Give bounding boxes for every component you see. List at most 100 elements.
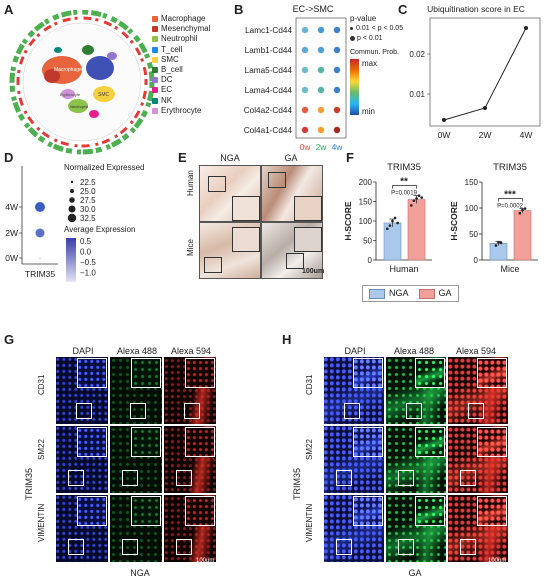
row-label: 0W (5, 253, 18, 263)
legend-item: EC (152, 85, 232, 95)
x-tick-label: 2W (479, 130, 492, 140)
legend-item: Mesenchymal (152, 24, 232, 34)
if-image-sm22-dapi (324, 426, 384, 493)
ubiquitination-line-chart: Ubiquitination score in EC 0.01 0.02 0W 2W 4… (409, 4, 541, 140)
row-label-vimentin: VIMENTIN (305, 503, 314, 542)
data-point (497, 241, 500, 244)
dotplot-dot (301, 86, 309, 94)
pvalue-legend-large: p < 0.01 (350, 35, 383, 42)
channel-alexa488: Alexa 488 (393, 346, 435, 356)
data-point (483, 106, 487, 110)
dotplot-dot (317, 106, 325, 114)
row-label-human: Human (186, 170, 195, 196)
data-point (386, 227, 389, 231)
x-tick-label: 0W (438, 130, 451, 140)
zoom-inset (477, 427, 507, 457)
bar-ga (407, 199, 426, 261)
y-tick-label: 150 (359, 198, 373, 207)
row-label-mice: Mice (186, 239, 195, 256)
colorbar-max: max (362, 59, 378, 68)
ihc-mice-ga (261, 222, 323, 279)
cluster-tcell (86, 56, 114, 80)
row-label: 4W (5, 202, 18, 212)
if-image-cd31-dapi (324, 357, 384, 424)
zoom-inset (131, 427, 161, 457)
zoom-inset (77, 496, 107, 526)
circos-inner-ring (16, 16, 148, 148)
if-image-vimentin-alexa594 (164, 495, 216, 562)
y-tick-label: 50 (363, 237, 372, 246)
scalebar-label: 100um (488, 558, 507, 564)
if-image-cd31-alexa594 (448, 357, 508, 424)
legend-item: Erythrocyte (152, 106, 232, 116)
dotplot-dot (317, 26, 325, 34)
dotplot-dot (301, 106, 309, 114)
zoom-inset (185, 496, 215, 526)
dotplot-dot (301, 46, 309, 54)
panel-label-b: B (234, 2, 244, 17)
bar-ga (513, 210, 532, 261)
scalebar-label: 100um (196, 558, 215, 564)
data-point (524, 26, 528, 30)
timepoint-label: 2w (316, 142, 328, 152)
x-axis-label: Human (389, 264, 418, 274)
data-point (417, 194, 421, 197)
y-axis-label: H-SCORE (449, 201, 459, 241)
zoom-inset (77, 427, 107, 457)
if-image-cd31-alexa488 (386, 357, 446, 424)
ihc-image-grid (199, 165, 323, 279)
zoom-region-box (130, 403, 146, 419)
if-image-vimentin-alexa594 (448, 495, 508, 562)
dotplot-dot (333, 66, 341, 74)
zoom-region-box (68, 539, 84, 555)
y-axis-label: H-SCORE (343, 201, 353, 241)
y-tick-label: 150 (465, 178, 479, 187)
umap-circos-plot: Macrophage Erythrocyte SMC Neutrophil (9, 10, 155, 155)
zoom-inset (353, 427, 383, 457)
zoom-inset (353, 496, 383, 526)
data-point (499, 241, 503, 245)
panel-label-a: A (4, 2, 14, 17)
legend-item: T_cell (152, 45, 232, 55)
if-image-grid-ga (324, 357, 508, 562)
zoom-region-box (122, 539, 138, 555)
size-legend-label: 30.0 (80, 205, 96, 214)
y-tick-label: 0.01 (409, 90, 425, 99)
cluster-bcell (82, 45, 94, 55)
cluster-smc (93, 86, 115, 102)
cluster-nk (54, 47, 62, 53)
zoom-inset (353, 358, 383, 388)
data-point (442, 118, 446, 122)
zoom-region-box (336, 539, 352, 555)
color-legend-label: −1.0 (80, 269, 96, 278)
zoom-inset (131, 358, 161, 388)
zoom-region-box (76, 403, 92, 419)
cluster-dc (107, 52, 117, 60)
zoom-region-box (468, 403, 484, 419)
channel-dapi: DAPI (344, 346, 366, 356)
y-tick-label: 0.02 (409, 50, 425, 59)
panel-label-e: E (178, 150, 187, 165)
col-label-ga: GA (284, 153, 298, 163)
row-label-sm22: SM22 (305, 439, 314, 460)
channel-alexa594: Alexa 594 (170, 346, 212, 356)
row-label-vimentin: VIMENTIN (37, 503, 46, 542)
zoom-region-box (344, 403, 360, 419)
y-tick-label: 100 (359, 217, 373, 226)
y-tick-label: 0 (474, 256, 479, 265)
trim35-dotplot: TRIM35 4W2W0W22.525.027.530.032.50.50.0−… (5, 166, 96, 279)
legend-item: NK (152, 96, 232, 106)
data-point (412, 199, 416, 203)
dotplot-ec-smc: EC->SMC Lamc1-Cd44 Lamb1-Cd44 Lama5-Cd44 La… (244, 4, 347, 152)
data-point (521, 208, 524, 212)
zoom-region-box (398, 539, 414, 555)
chart-title: TRIM35 (493, 162, 527, 173)
zoom-region-box (460, 539, 476, 555)
significance-stars: ** (400, 177, 408, 188)
cluster-label: SMC (98, 92, 110, 98)
if-image-cd31-alexa594 (164, 357, 216, 424)
p-value-label: P=0.0019 (391, 191, 418, 197)
legend-nga: NGA (369, 288, 409, 299)
cluster-label: Neutrophil (70, 104, 88, 109)
legend-item: Macrophage (152, 14, 232, 24)
